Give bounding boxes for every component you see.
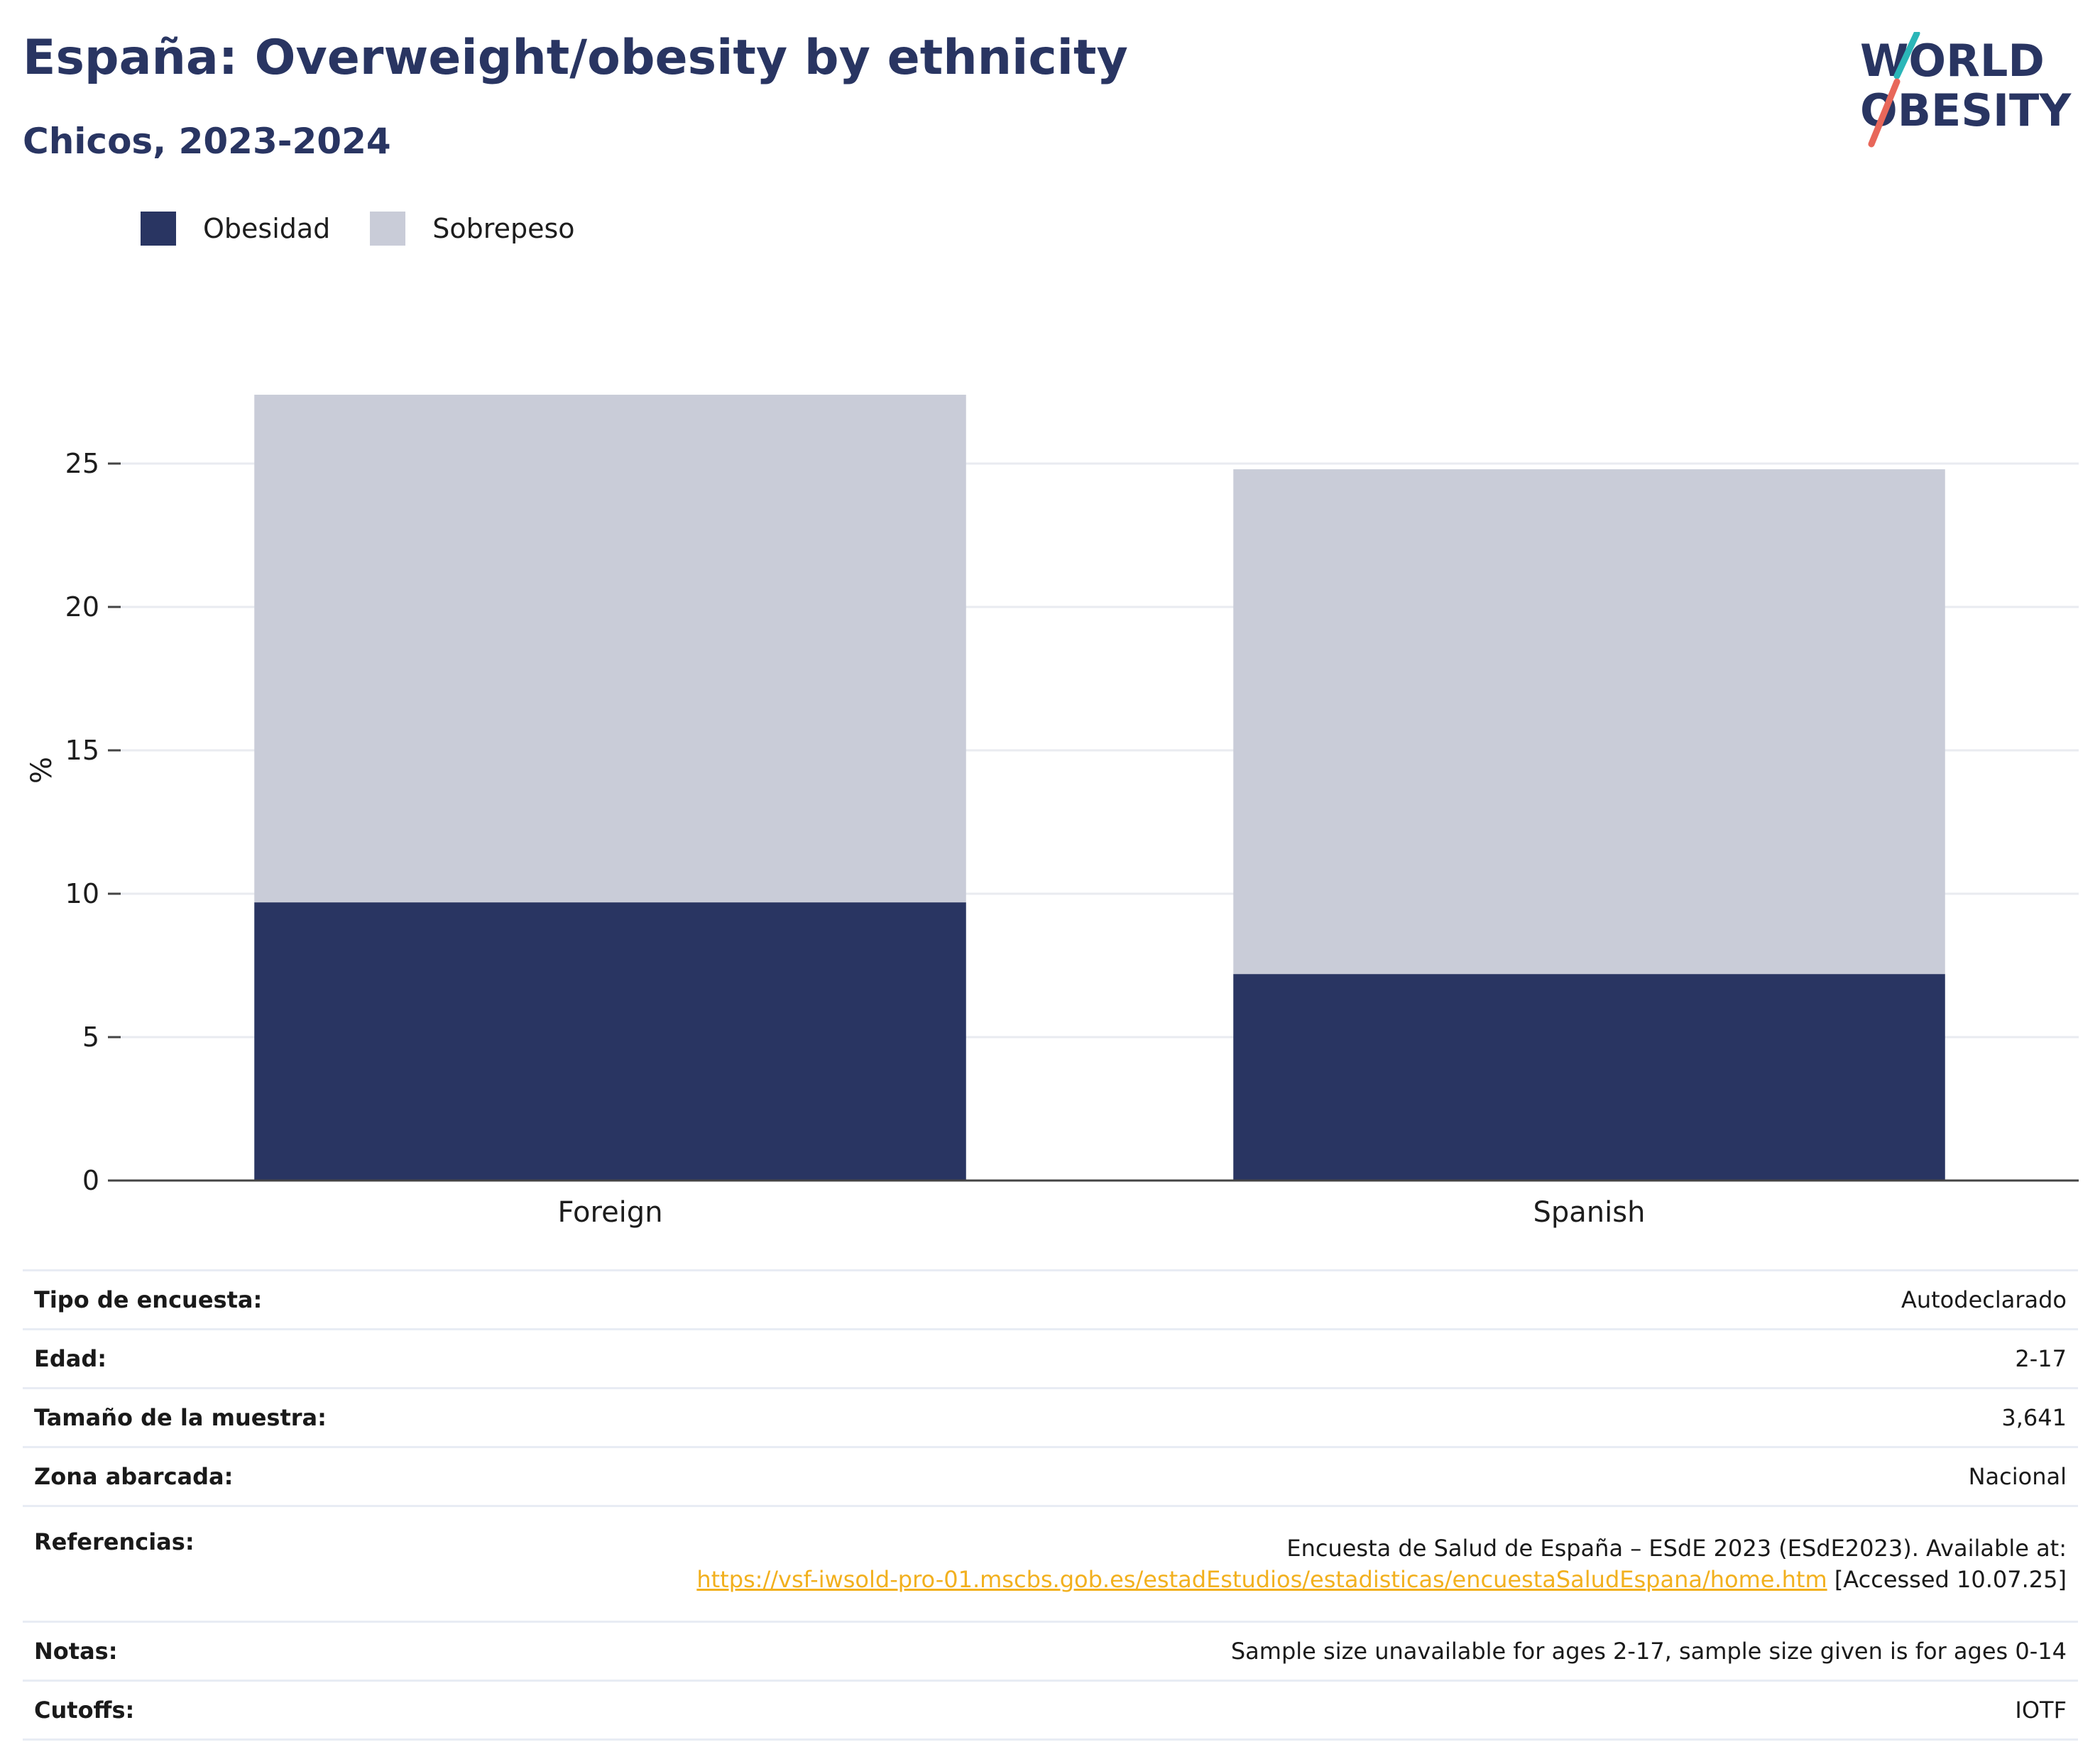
world-obesity-logo: WORLD OBESITY [1860,32,2072,148]
bar-sobrepeso-spanish [1233,469,1945,975]
info-row: Referencias: Encuesta de Salud de España… [23,1506,2078,1622]
info-value: Autodeclarado [1901,1286,2067,1313]
legend-item-obesidad: Obesidad [141,212,330,246]
bar-obesidad-spanish [1233,974,1945,1181]
reference-accessed: [Accessed 10.07.25] [1827,1566,2067,1593]
info-value: 3,641 [2001,1404,2067,1431]
info-value: Encuesta de Salud de España – ESdE 2023 … [402,1506,2078,1622]
info-key: Zona abarcada: [34,1463,234,1490]
info-value: Sample size unavailable for ages 2-17, s… [1230,1638,2067,1665]
svg-text:WORLD: WORLD [1860,35,2045,87]
info-row: Tamaño de la muestra: 3,641 [23,1388,2078,1447]
info-key: Cutoffs: [34,1697,135,1724]
legend-swatch-sobrepeso [370,212,406,246]
legend-label-obesidad: Obesidad [203,213,331,244]
info-value: IOTF [2015,1697,2067,1724]
y-tick-label: 25 [65,448,99,479]
x-tick-label: Spanish [1533,1196,1646,1229]
reference-text: Encuesta de Salud de España – ESdE 2023 … [1286,1535,2067,1562]
y-tick-label: 20 [65,591,99,623]
y-tick-label: 0 [82,1165,99,1196]
info-row: Tipo de encuesta: Autodeclarado [23,1270,2078,1330]
info-value: Nacional [1968,1463,2067,1490]
y-axis-label: % [26,757,58,784]
survey-info-table: Tipo de encuesta: Autodeclarado Edad: 2-… [23,1269,2078,1741]
legend-item-sobrepeso: Sobrepeso [370,212,575,246]
bar-obesidad-foreign [254,902,966,1181]
info-key: Edad: [34,1345,107,1372]
info-row: Notas: Sample size unavailable for ages … [23,1621,2078,1681]
y-tick-label: 5 [82,1022,99,1053]
chart-legend: Obesidad Sobrepeso [141,212,615,246]
info-row: Cutoffs: IOTF [23,1680,2078,1740]
info-row: Edad: 2-17 [23,1329,2078,1389]
info-key: Referencias: [34,1528,195,1555]
legend-label-sobrepeso: Sobrepeso [432,213,575,244]
y-tick-label: 10 [65,878,99,909]
info-row: Zona abarcada: Nacional [23,1447,2078,1506]
y-tick-label: 15 [65,735,99,766]
reference-link[interactable]: https://vsf-iwsold-pro-01.mscbs.gob.es/e… [696,1566,1827,1593]
page-title: España: Overweight/obesity by ethnicity [23,30,1128,86]
legend-swatch-obesidad [141,212,176,246]
info-value: 2-17 [2015,1345,2067,1372]
stacked-bar-chart: 0 5 10 15 20 25% Foreign Spanish [26,395,2079,1229]
x-tick-label: Foreign [557,1196,662,1229]
bar-sobrepeso-foreign [254,395,966,903]
info-key: Tipo de encuesta: [34,1286,263,1313]
info-key: Notas: [34,1638,118,1665]
info-key: Tamaño de la muestra: [34,1404,327,1431]
page-subtitle: Chicos, 2023-2024 [23,121,391,162]
